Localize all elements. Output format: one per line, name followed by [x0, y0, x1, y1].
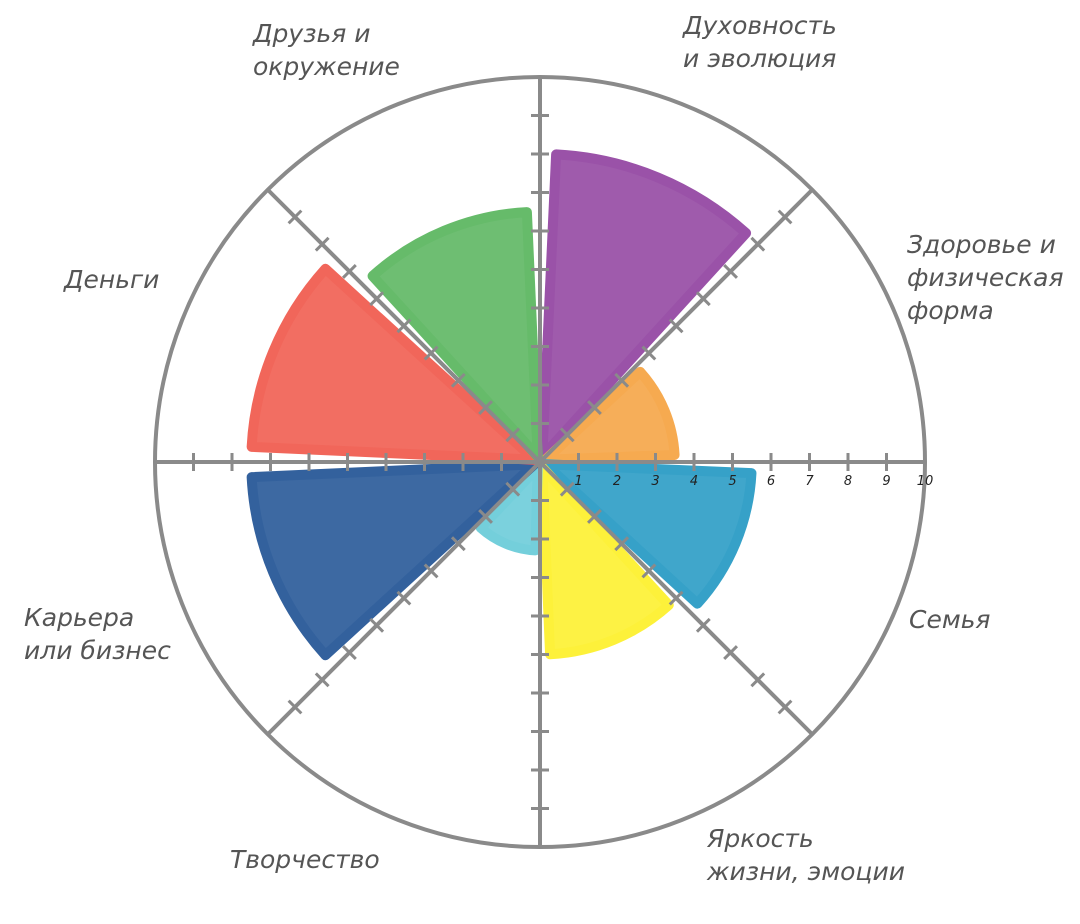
spoke — [266, 188, 814, 736]
segment-labels: Духовность и эволюция Здоровье и физическая… — [24, 11, 1064, 886]
tick-labels: 1 2 3 4 5 6 7 8 9 10 — [574, 474, 933, 489]
tick — [695, 291, 711, 307]
tick-label: 5 — [728, 474, 736, 489]
tick — [587, 509, 602, 524]
tick — [314, 236, 330, 252]
segment-label-2: Здоровье и физическая форма — [907, 230, 1064, 325]
tick — [342, 264, 357, 279]
tick — [314, 672, 330, 688]
segment-label-3: Семья — [909, 605, 990, 634]
sector-1 — [537, 149, 752, 462]
tick — [750, 672, 766, 688]
tick-label: 10 — [917, 474, 934, 489]
tick-label: 4 — [690, 474, 698, 489]
tick — [641, 345, 657, 361]
tick-label: 1 — [574, 474, 582, 489]
spokes — [155, 77, 925, 847]
tick — [668, 318, 684, 334]
tick — [450, 536, 466, 552]
tick-label: 7 — [805, 474, 814, 489]
tick — [668, 590, 684, 606]
segment-label-1: Духовность и эволюция — [682, 11, 837, 73]
tick — [396, 318, 412, 334]
tick — [478, 400, 493, 415]
tick-label: 6 — [767, 474, 775, 489]
sector-2 — [540, 366, 680, 465]
tick — [614, 536, 630, 552]
tick — [505, 427, 521, 443]
segment-label-4: Яркость жизни, эмоции — [706, 824, 905, 886]
segment-label-8: Друзья и окружение — [252, 19, 400, 81]
sector-4 — [537, 462, 674, 660]
segment-label-5: Творчество — [230, 845, 380, 874]
tick — [369, 291, 385, 307]
tick — [695, 617, 711, 633]
tick — [614, 372, 630, 388]
tick — [369, 617, 385, 633]
tick — [423, 345, 439, 361]
tick-label: 9 — [882, 474, 890, 489]
segment-label-7: Деньги — [63, 265, 159, 294]
tick — [777, 699, 793, 715]
tick — [641, 563, 657, 579]
tick-label: 3 — [651, 474, 659, 489]
sector-3 — [540, 459, 757, 609]
tick — [587, 400, 602, 415]
tick — [342, 645, 357, 660]
tick — [723, 645, 738, 660]
value-sectors — [246, 149, 757, 661]
ticks — [192, 114, 888, 810]
tick — [559, 427, 575, 443]
sector-6 — [246, 459, 540, 661]
sector-8 — [367, 207, 543, 462]
tick — [723, 264, 738, 279]
tick — [777, 209, 793, 225]
tick — [450, 372, 466, 388]
sector-5 — [475, 462, 543, 556]
tick — [287, 209, 303, 225]
tick — [750, 236, 766, 252]
tick-label: 8 — [844, 474, 852, 489]
tick — [559, 481, 575, 497]
tick — [423, 563, 439, 579]
tick — [396, 590, 412, 606]
tick — [505, 481, 521, 497]
tick — [287, 699, 303, 715]
tick-label: 2 — [613, 474, 621, 489]
tick — [478, 509, 493, 524]
segment-label-6: Карьера или бизнес — [24, 603, 171, 665]
sector-7 — [246, 263, 540, 465]
